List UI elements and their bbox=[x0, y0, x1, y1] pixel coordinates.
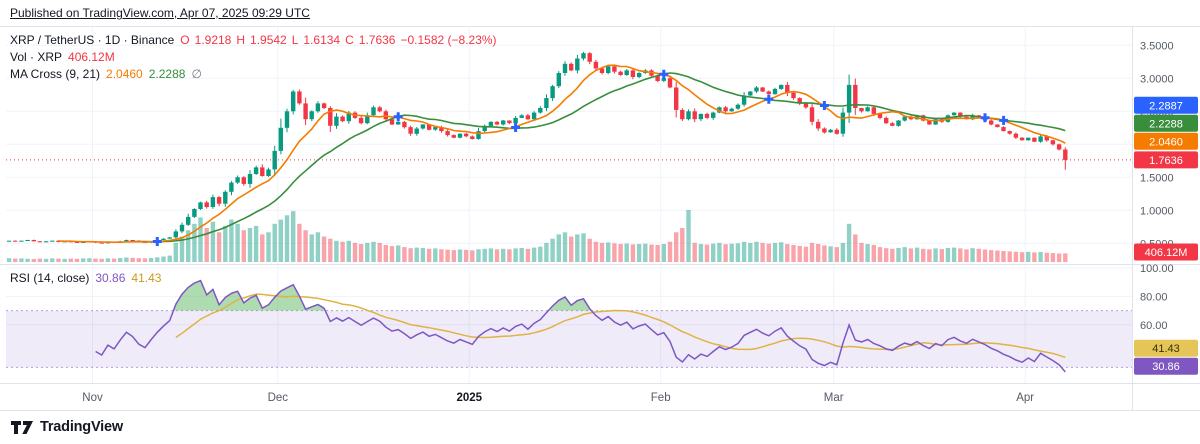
ohlc-values: O 1.9218 H 1.9542 L 1.6134 C 1.7636 −0.1582 (−8.… bbox=[180, 32, 501, 49]
svg-text:41.43: 41.43 bbox=[1152, 343, 1180, 355]
pane-dividers[interactable] bbox=[0, 27, 1200, 410]
svg-text:406.12M: 406.12M bbox=[1145, 247, 1188, 259]
price-badge-ma-slow: 2.2288 bbox=[1134, 114, 1198, 132]
svg-text:2025: 2025 bbox=[457, 392, 483, 404]
ma-slow-line bbox=[132, 72, 1066, 243]
volume-value: 406.12M bbox=[68, 50, 115, 64]
tradingview-logo-icon[interactable] bbox=[10, 420, 34, 435]
ma-cross-empty-marker: ∅ bbox=[191, 67, 202, 81]
svg-text:2.0460: 2.0460 bbox=[1149, 136, 1183, 148]
change-value: −0.1582 (−8.23%) bbox=[400, 33, 497, 47]
rsi-badge-ma: 41.43 bbox=[1134, 339, 1198, 357]
svg-text:Nov: Nov bbox=[82, 392, 103, 404]
price-axis[interactable]: 3.50003.00002.50002.00001.50001.00000.50… bbox=[1140, 40, 1174, 332]
chart-area[interactable]: 3.50003.00002.50002.00001.50001.00000.50… bbox=[0, 27, 1200, 410]
svg-text:2.2887: 2.2887 bbox=[1149, 100, 1183, 112]
open-label: O bbox=[180, 33, 190, 47]
price-badge-cross: 2.2887 bbox=[1134, 96, 1198, 114]
svg-text:Feb: Feb bbox=[651, 392, 671, 404]
time-axis[interactable]: Nov Dec 2025 Feb Mar Apr bbox=[82, 392, 1034, 404]
svg-text:1.5000: 1.5000 bbox=[1140, 172, 1174, 184]
svg-text:100.00: 100.00 bbox=[1140, 263, 1174, 275]
tradingview-brand-text[interactable]: TradingView bbox=[40, 419, 123, 435]
low-label: L bbox=[291, 33, 299, 47]
ma-fast-line bbox=[58, 64, 1066, 243]
rsi-line bbox=[95, 279, 1066, 373]
high-label: H bbox=[236, 33, 246, 47]
symbol-title[interactable]: XRP / TetherUS · 1D · Binance bbox=[10, 33, 175, 47]
price-badge-ma-fast: 2.0460 bbox=[1134, 132, 1198, 150]
svg-text:80.00: 80.00 bbox=[1140, 291, 1168, 303]
price-badge-last: 1.7636 bbox=[1134, 151, 1198, 169]
low-value: 1.6134 bbox=[303, 33, 341, 47]
svg-text:Apr: Apr bbox=[1016, 392, 1034, 404]
volume-legend-row[interactable]: Vol · XRP 406.12M bbox=[10, 49, 508, 66]
price-axis-badges: 1.7636 2.0460 2.2288 2.2887 406.12M 30.86 41.4… bbox=[1134, 96, 1198, 375]
volume-series[interactable] bbox=[6, 210, 1068, 262]
rsi-ma-line bbox=[175, 293, 1066, 359]
rsi-value: 30.86 bbox=[95, 271, 126, 285]
symbol-legend-row[interactable]: XRP / TetherUS · 1D · Binance O 1.9218 H 1.… bbox=[10, 32, 508, 49]
published-bar: Published on TradingView.com, Apr 07, 20… bbox=[0, 0, 1200, 27]
svg-text:3.5000: 3.5000 bbox=[1140, 40, 1174, 52]
volume-label: Vol · XRP bbox=[10, 50, 63, 64]
volume-badge: 406.12M bbox=[1134, 243, 1198, 261]
main-legend: XRP / TetherUS · 1D · Binance O 1.9218 H 1.… bbox=[10, 32, 508, 83]
rsi-badge-value: 30.86 bbox=[1134, 357, 1198, 375]
close-label: C bbox=[345, 33, 354, 47]
rsi-overbought-fill bbox=[95, 280, 1066, 311]
high-value: 1.9542 bbox=[250, 33, 287, 47]
svg-text:60.00: 60.00 bbox=[1140, 320, 1168, 332]
svg-text:Mar: Mar bbox=[824, 392, 844, 404]
svg-text:3.0000: 3.0000 bbox=[1140, 73, 1174, 85]
open-value: 1.9218 bbox=[194, 33, 232, 47]
published-link[interactable]: Published on TradingView.com, Apr 07, 20… bbox=[10, 6, 310, 20]
svg-text:1.7636: 1.7636 bbox=[1149, 155, 1183, 167]
rsi-label: RSI (14, close) bbox=[10, 271, 90, 285]
ma-cross-legend-row[interactable]: MA Cross (9, 21) 2.0460 2.2288 ∅ bbox=[10, 66, 508, 83]
ma-cross-markers bbox=[152, 69, 1009, 246]
rsi-ma-value: 41.43 bbox=[131, 271, 162, 285]
close-value: 1.7636 bbox=[358, 33, 396, 47]
ma-cross-label: MA Cross (9, 21) bbox=[10, 67, 101, 81]
svg-text:1.0000: 1.0000 bbox=[1140, 205, 1174, 217]
chart-canvas[interactable]: 3.50003.00002.50002.00001.50001.00000.50… bbox=[0, 27, 1200, 410]
rsi-legend-row[interactable]: RSI (14, close) 30.86 41.43 bbox=[10, 270, 167, 286]
svg-text:2.2288: 2.2288 bbox=[1149, 118, 1183, 130]
svg-text:30.86: 30.86 bbox=[1152, 361, 1180, 373]
svg-text:Dec: Dec bbox=[268, 392, 289, 404]
ma-fast-value: 2.0460 bbox=[106, 67, 143, 81]
footer-bar: TradingView bbox=[0, 410, 1200, 443]
ma-slow-value: 2.2288 bbox=[148, 67, 186, 81]
